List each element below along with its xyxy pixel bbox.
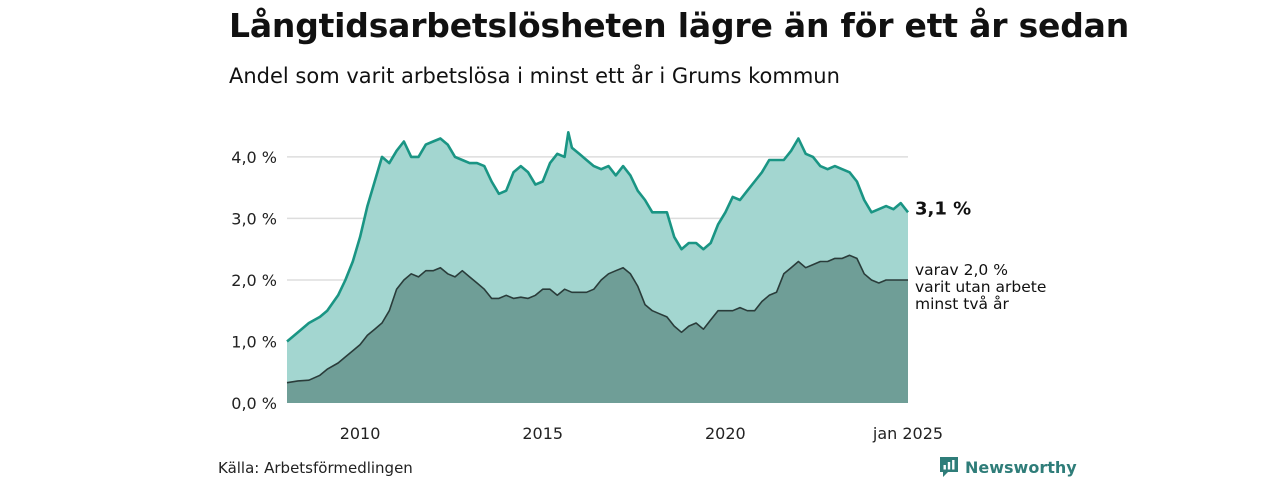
y-tick-label: 3,0 % (231, 209, 277, 228)
series-area-minst-tva-ar (287, 255, 908, 403)
source-note: Källa: Arbetsförmedlingen (218, 459, 413, 477)
axis-layer: 0,0 % 1,0 % 2,0 % 3,0 % 4,0 % 2010 2015 2020 jan… (231, 148, 943, 443)
series-line-minst-tva-ar (286, 254, 908, 384)
y-tick-label: 1,0 % (231, 332, 277, 351)
brand-name: Newsworthy (965, 457, 1077, 477)
x-tick-label: 2010 (340, 424, 381, 443)
chart-title: Långtidsarbetslösheten lägre än för ett … (229, 6, 1130, 45)
end-label-minst-tva-ar-line: varav 2,0 % (915, 261, 1008, 279)
brand-logo: Newsworthy (939, 456, 1077, 478)
end-label-minst-tva-ar-line: varit utan arbete (915, 278, 1046, 296)
x-tick-label: 2015 (522, 424, 563, 443)
x-tick-label: 2020 (705, 424, 746, 443)
area-layer (286, 131, 910, 404)
end-label-minst-ett-ar: 3,1 % (915, 198, 971, 219)
y-tick-label: 2,0 % (231, 271, 277, 290)
x-tick-label: jan 2025 (872, 424, 943, 443)
series-line-minst-ett-ar (286, 131, 910, 343)
newsworthy-logo-icon (940, 457, 958, 477)
end-label-minst-tva-ar-line: minst två år (915, 295, 1009, 313)
y-tick-label: 0,0 % (231, 394, 277, 413)
chart-subtitle: Andel som varit arbetslösa i minst ett å… (229, 64, 840, 88)
y-tick-label: 4,0 % (231, 148, 277, 167)
